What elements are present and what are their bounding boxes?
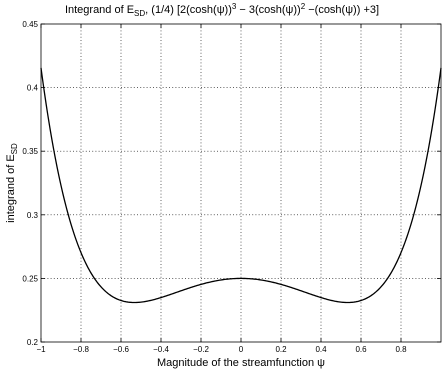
- chart-title: Integrand of ESD, (1/4) [2(cosh(ψ))3 − 3…: [65, 2, 379, 18]
- axis-ticks: −1 −0.8 −0.6 −0.4 −0.2 0 0.2 0.4 0.6 0.8 0.2 0.25 0.…: [22, 20, 441, 354]
- x-tick-label: 0.8: [395, 345, 407, 354]
- x-tick-label: 0.4: [315, 345, 327, 354]
- grid-lines: [41, 24, 441, 342]
- y-tick-label: 0.45: [22, 20, 38, 29]
- y-tick-label: 0.2: [27, 338, 39, 347]
- y-tick-label: 0.3: [27, 211, 39, 220]
- x-tick-label: −0.8: [73, 345, 89, 354]
- x-tick-label: −0.6: [113, 345, 129, 354]
- x-tick-label: −0.4: [153, 345, 169, 354]
- x-tick-label: 0.2: [275, 345, 287, 354]
- x-tick-label: −0.2: [193, 345, 209, 354]
- plot-frame: [40, 23, 442, 343]
- x-tick-label: 0.6: [355, 345, 367, 354]
- x-tick-label: 0: [239, 345, 244, 354]
- series-line: [40, 67, 442, 304]
- x-tick-label: −1: [36, 345, 46, 354]
- y-tick-label: 0.4: [27, 84, 39, 93]
- y-tick-label: 0.25: [22, 274, 38, 283]
- y-tick-label: 0.35: [22, 147, 38, 156]
- x-axis-label: Magnitude of the streamfunction ψ: [157, 357, 325, 369]
- y-axis-label: integrand of ESD: [5, 143, 19, 223]
